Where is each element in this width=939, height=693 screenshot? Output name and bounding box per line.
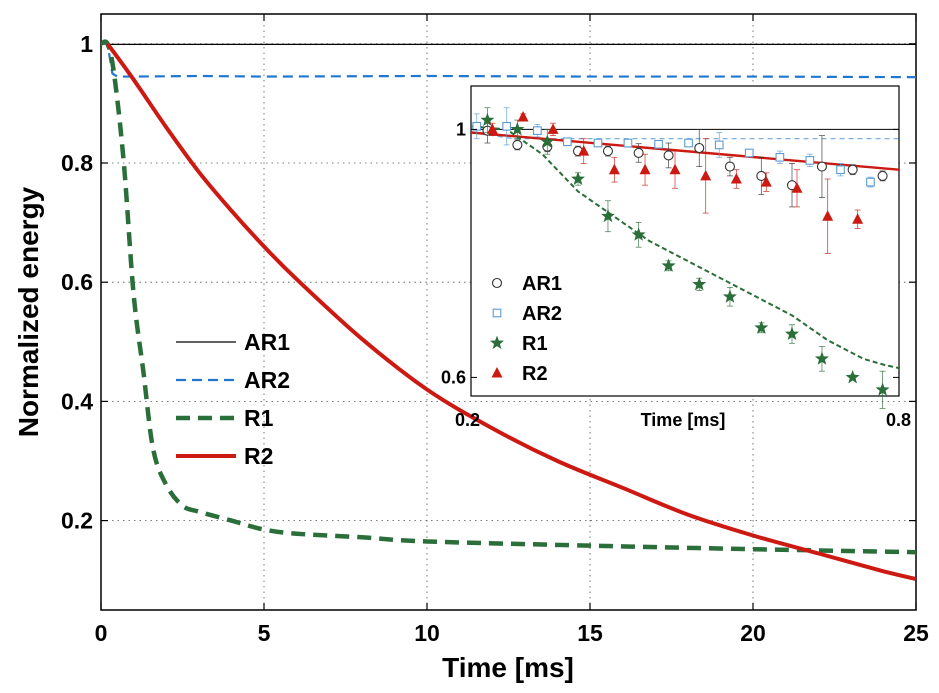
inset-legend-label-r1: R1 [522, 333, 548, 355]
inset-point-r1 [692, 277, 707, 291]
inset-xtick-label: 0.2 [455, 410, 480, 430]
main-xtick-label: 5 [258, 620, 271, 646]
inset-legend-marker-r1 [490, 335, 504, 349]
inset-legend: AR1 AR2 R1 R2 [490, 273, 562, 385]
inset-legend-label-ar2: AR2 [522, 303, 562, 325]
inset-point-ar1 [602, 146, 614, 157]
inset-legend-marker-ar1 [491, 277, 503, 289]
main-xtick-label: 0 [95, 620, 108, 646]
inset-point-r2 [822, 210, 834, 221]
inset-point-ar1 [512, 139, 523, 150]
main-xtick-label: 15 [577, 620, 603, 646]
inset-point-ar2 [836, 165, 845, 175]
main-ytick-label: 0.6 [61, 269, 93, 295]
inset-point-ar2 [532, 126, 542, 135]
inset-point-ar2 [744, 148, 754, 158]
inset-ticks: 0.6 1 0.2 0.8 [441, 119, 911, 430]
inset-point-r1 [814, 351, 829, 365]
main-ylabel: Normalized energy [13, 186, 44, 437]
inset-point-r2 [608, 163, 620, 175]
inset-point-ar2 [593, 138, 603, 148]
inset-point-r2 [730, 173, 742, 184]
inset-xtick-label: 0.8 [886, 410, 911, 430]
inset-point-r2 [639, 163, 651, 175]
inset-point-ar2 [502, 121, 512, 131]
legend-label-ar2: AR2 [244, 367, 290, 393]
main-legend: AR1 AR2 R1 R2 [176, 329, 290, 469]
inset-point-r1 [785, 326, 799, 340]
inset-point-ar2 [684, 138, 693, 148]
inset-point-r2 [547, 123, 559, 134]
inset-point-ar2 [775, 152, 785, 162]
inset-point-ar2 [805, 156, 815, 165]
main-xtick-label: 25 [903, 620, 929, 646]
main-xtick-label: 10 [414, 620, 440, 646]
inset-ytick-label: 0.6 [441, 367, 466, 387]
inset-point-ar2 [714, 140, 724, 150]
inset-legend-label-ar1: AR1 [522, 273, 562, 295]
inset-point-r1 [754, 320, 769, 334]
inset-point-ar1 [816, 161, 828, 172]
inset-point-r2 [852, 213, 864, 224]
inset-point-ar2 [654, 139, 663, 149]
inset-point-r1 [845, 370, 860, 384]
inset-point-r2 [669, 163, 681, 175]
main-ytick-label: 0.4 [61, 388, 93, 414]
legend-label-ar1: AR1 [244, 329, 290, 355]
inset-point-ar1 [694, 142, 705, 154]
inset-point-r1 [661, 258, 676, 272]
inset-point-r1 [600, 208, 615, 223]
inset-point-r1 [480, 112, 495, 127]
inset-point-r2 [760, 176, 772, 187]
inset-xlabel: Time [ms] [641, 410, 726, 430]
inset-point-r2 [578, 145, 590, 156]
inset-point-r2 [700, 169, 712, 181]
inset-line-r2 [471, 131, 899, 171]
series-line-ar2 [101, 42, 916, 79]
inset-point-ar1 [756, 170, 767, 181]
inset-point-ar2 [562, 137, 572, 147]
inset-point-ar1 [847, 164, 858, 175]
series-line-r2 [105, 42, 916, 581]
main-series [101, 39, 916, 581]
inset-point-ar2 [472, 121, 482, 131]
inset-point-ar1 [724, 161, 735, 172]
inset-line-ar2 [471, 131, 899, 140]
main-ytick-label: 0.8 [61, 150, 93, 176]
inset-point-r1 [510, 122, 525, 136]
main-ticks: 0 5 10 15 20 25 0.2 0.4 0.6 0.8 1 [61, 14, 929, 646]
legend-label-r1: R1 [244, 405, 274, 431]
inset-point-r2 [517, 111, 529, 122]
legend-label-r2: R2 [244, 443, 273, 469]
inset-legend-marker-ar2 [492, 308, 502, 318]
inset-point-ar2 [866, 177, 875, 187]
inset-point-ar1 [663, 150, 674, 161]
series-line-ar1 [101, 43, 916, 45]
main-ytick-label: 0.2 [61, 508, 93, 534]
inset-lines [471, 125, 899, 370]
main-xlabel: Time [ms] [442, 652, 574, 683]
inset-point-ar2 [623, 138, 633, 148]
inset-legend-label-r2: R2 [522, 363, 548, 385]
inset-point-ar1 [633, 147, 644, 159]
inset-points [472, 107, 890, 409]
inset-ytick-label: 1 [456, 119, 466, 139]
inset-point-r1 [722, 289, 737, 303]
inset-point-r1 [571, 171, 585, 185]
inset-point-r1 [875, 382, 890, 396]
inset-point-r1 [540, 134, 555, 148]
inset-point-r2 [486, 123, 498, 134]
inset-legend-marker-r2 [491, 367, 503, 378]
inset-point-r1 [631, 227, 646, 241]
main-ytick-label: 1 [80, 31, 93, 57]
inset-point-ar1 [877, 170, 888, 181]
main-xtick-label: 20 [740, 620, 766, 646]
inset-point-r2 [791, 182, 803, 193]
